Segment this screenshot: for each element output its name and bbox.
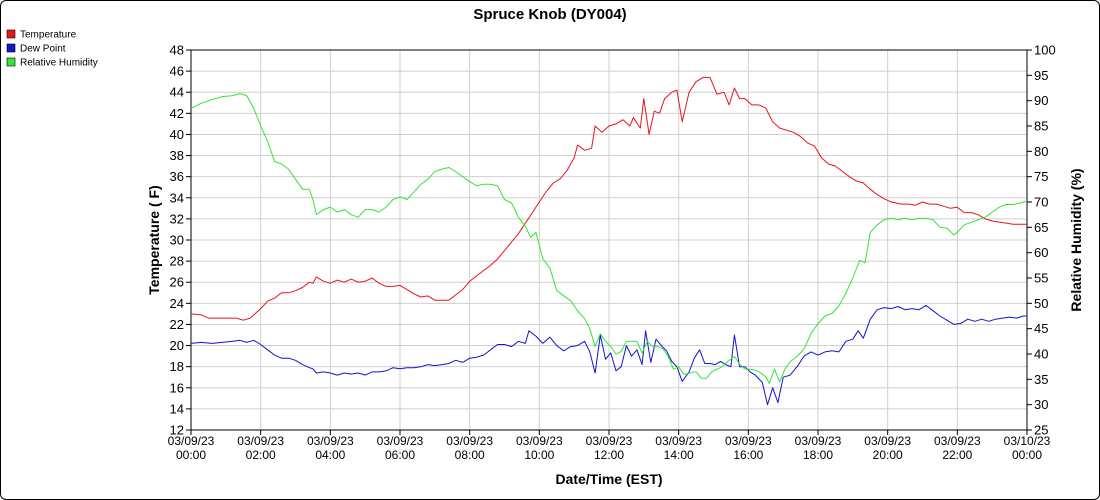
x-tick-label-time: 22:00 bbox=[942, 448, 972, 462]
legend-label-dew-point: Dew Point bbox=[20, 44, 66, 55]
temperature-line bbox=[190, 76, 1027, 321]
y-tick-label: 20 bbox=[170, 338, 184, 353]
y2-tick-label: 75 bbox=[1034, 169, 1048, 184]
x-tick-label-date: 03/09/23 bbox=[795, 434, 842, 448]
x-tick-label-time: 18:00 bbox=[803, 448, 833, 462]
x-tick-label-time: 02:00 bbox=[246, 448, 276, 462]
x-tick-label-date: 03/10/23 bbox=[1004, 434, 1051, 448]
x-tick-label-time: 14:00 bbox=[664, 448, 694, 462]
x-tick-label-date: 03/09/23 bbox=[586, 434, 633, 448]
y2-tick-label: 40 bbox=[1034, 347, 1048, 362]
y2-tick-label: 70 bbox=[1034, 195, 1048, 210]
right-axis-ticks: 25 30 35 40 45 50 55 60 65 70 75 80 85 90 95 100 bbox=[1027, 43, 1056, 438]
series-layer bbox=[190, 76, 1028, 406]
x-tick-label-date: 03/09/23 bbox=[377, 434, 424, 448]
x-axis-ticks: 03/09/2300:0003/09/2302:0003/09/2304:000… bbox=[168, 430, 1051, 462]
legend-swatch-dew-point bbox=[6, 43, 16, 53]
y2-tick-label: 95 bbox=[1034, 68, 1048, 83]
y2-tick-label: 35 bbox=[1034, 372, 1048, 387]
y2-axis-title: Relative Humidity (%) bbox=[1068, 168, 1084, 311]
legend-swatch-temperature bbox=[6, 29, 16, 39]
y2-tick-label: 55 bbox=[1034, 271, 1048, 286]
x-axis-title: Date/Time (EST) bbox=[555, 471, 662, 487]
x-tick-label-date: 03/09/23 bbox=[655, 434, 702, 448]
x-tick-label-date: 03/09/23 bbox=[725, 434, 772, 448]
y2-tick-label: 60 bbox=[1034, 245, 1048, 260]
legend-label-relative-humidity: Relative Humidity bbox=[20, 58, 98, 69]
y-tick-label: 46 bbox=[170, 64, 184, 79]
legend-swatch-relative-humidity bbox=[6, 57, 16, 67]
y-tick-label: 34 bbox=[170, 190, 184, 205]
x-tick-label-time: 12:00 bbox=[594, 448, 624, 462]
x-tick-label-time: 00:00 bbox=[1012, 448, 1042, 462]
y-tick-label: 44 bbox=[170, 85, 184, 100]
y-tick-label: 36 bbox=[170, 169, 184, 184]
chart-title: Spruce Knob (DY004) bbox=[473, 6, 626, 23]
x-tick-label-date: 03/09/23 bbox=[446, 434, 493, 448]
y2-tick-label: 100 bbox=[1034, 43, 1056, 58]
y-tick-label: 18 bbox=[170, 359, 184, 374]
y-tick-label: 12 bbox=[170, 423, 184, 438]
y2-tick-label: 65 bbox=[1034, 220, 1048, 235]
y-tick-label: 32 bbox=[170, 211, 184, 226]
y2-tick-label: 50 bbox=[1034, 296, 1048, 311]
x-tick-label-time: 00:00 bbox=[176, 448, 206, 462]
y-tick-label: 40 bbox=[170, 127, 184, 142]
dew-point-line bbox=[190, 304, 1027, 406]
y-tick-label: 16 bbox=[170, 380, 184, 395]
y2-tick-label: 90 bbox=[1034, 93, 1048, 108]
y2-tick-label: 25 bbox=[1034, 423, 1048, 438]
x-tick-label-date: 03/09/23 bbox=[237, 434, 284, 448]
left-axis-ticks: 12 14 16 18 20 22 24 26 28 30 32 34 36 38 40 42 44 46 48 bbox=[170, 43, 191, 438]
x-tick-label-time: 10:00 bbox=[524, 448, 554, 462]
x-tick-label-time: 16:00 bbox=[733, 448, 763, 462]
y-axis-title: Temperature ( F) bbox=[146, 185, 162, 294]
legend: Temperature Dew Point Relative Humidity bbox=[6, 29, 98, 69]
y-tick-label: 26 bbox=[170, 275, 184, 290]
y-tick-label: 48 bbox=[170, 43, 184, 58]
y2-tick-label: 30 bbox=[1034, 397, 1048, 412]
x-tick-label-date: 03/09/23 bbox=[516, 434, 563, 448]
y2-tick-label: 45 bbox=[1034, 321, 1048, 336]
relative-humidity-line bbox=[190, 93, 1028, 384]
x-tick-label-date: 03/09/23 bbox=[934, 434, 981, 448]
y-tick-label: 38 bbox=[170, 148, 184, 163]
x-tick-label-time: 20:00 bbox=[873, 448, 903, 462]
y-tick-label: 24 bbox=[170, 296, 184, 311]
y-tick-label: 30 bbox=[170, 233, 184, 248]
x-tick-label-time: 08:00 bbox=[455, 448, 485, 462]
y2-tick-label: 80 bbox=[1034, 144, 1048, 159]
x-tick-label-date: 03/09/23 bbox=[168, 434, 215, 448]
y-tick-label: 22 bbox=[170, 317, 184, 332]
y-tick-label: 28 bbox=[170, 254, 184, 269]
y2-tick-label: 85 bbox=[1034, 119, 1048, 134]
legend-label-temperature: Temperature bbox=[20, 30, 77, 41]
x-tick-label-date: 03/09/23 bbox=[307, 434, 354, 448]
y-tick-label: 14 bbox=[170, 401, 184, 416]
x-tick-label-time: 04:00 bbox=[315, 448, 345, 462]
x-tick-label-date: 03/09/23 bbox=[864, 434, 911, 448]
y-tick-label: 42 bbox=[170, 106, 184, 121]
x-tick-label-time: 06:00 bbox=[385, 448, 415, 462]
